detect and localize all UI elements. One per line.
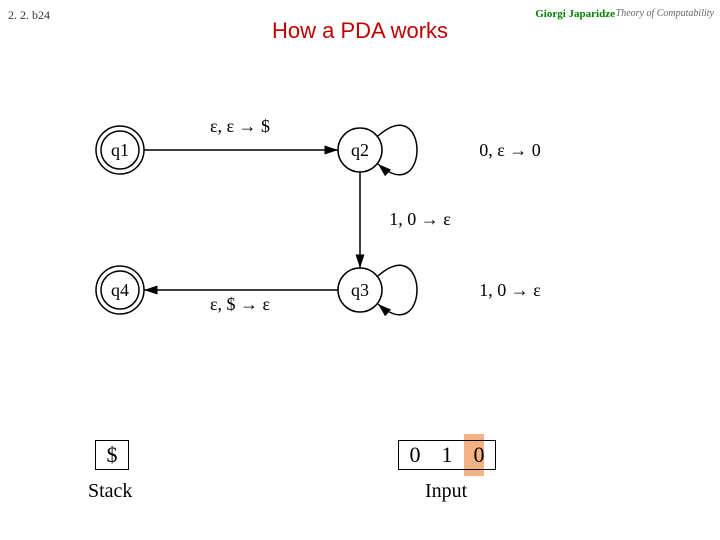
loop-q2: [378, 125, 417, 174]
input-cell: 0: [399, 441, 431, 469]
loop-q3: [378, 265, 417, 314]
edge-label-q3-loop: 1, 0 → ε: [479, 280, 541, 300]
state-q4: q4: [96, 266, 144, 314]
state-label-q4: q4: [111, 280, 129, 300]
stack-cell: $: [95, 440, 129, 470]
edge-label-q1-q2: ε, ε → $: [210, 116, 270, 136]
edge-label-q2-q3: 1, 0 → ε: [389, 209, 451, 229]
input-cell: 0: [463, 441, 495, 469]
state-q2: q2: [338, 128, 382, 172]
stack-label: Stack: [88, 480, 132, 503]
edge-label-q3-q4: ε, $ → ε: [210, 294, 271, 314]
page-title: How a PDA works: [272, 18, 448, 44]
input-cell: 1: [431, 441, 463, 469]
state-label-q3: q3: [351, 280, 369, 300]
course-name: Theory of Computability: [616, 8, 714, 19]
edge-label-q2-loop: 0, ε → 0: [479, 140, 541, 160]
input-tape: 0 1 0: [398, 440, 496, 470]
state-q1: q1: [96, 126, 144, 174]
input-label: Input: [425, 480, 467, 503]
author-name: Giorgi Japaridze: [535, 8, 615, 20]
pda-diagram: q1 q2 q3 q4 ε, ε → $ 0, ε → 0 1, 0 → ε 1…: [0, 60, 720, 420]
state-label-q2: q2: [351, 140, 369, 160]
state-q3: q3: [338, 268, 382, 312]
state-label-q1: q1: [111, 140, 129, 160]
slide-id: 2. 2. b24: [8, 8, 50, 23]
